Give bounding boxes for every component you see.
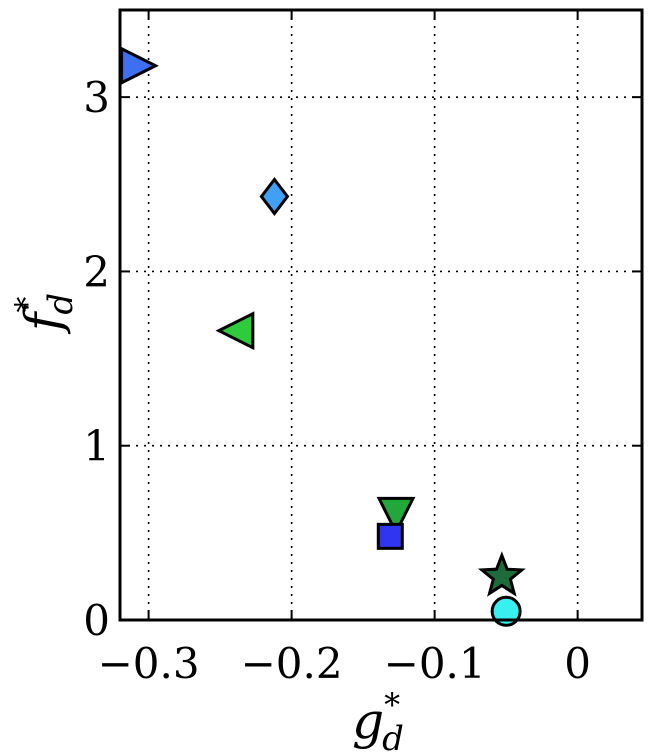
data-point-star <box>477 551 526 597</box>
y-tick-labels: 0 1 2 3 <box>83 73 110 645</box>
x-axis-label-base: g <box>352 692 384 750</box>
x-tick-label: −0.2 <box>241 639 343 688</box>
data-point-triangle-left <box>215 311 255 351</box>
data-point-triangle-down <box>376 496 416 536</box>
data-point-triangle-right <box>120 46 159 86</box>
y-tick-label: 2 <box>83 247 110 296</box>
y-tick-label: 0 <box>83 596 110 645</box>
tick-marks <box>120 10 642 621</box>
x-tick-label: −0.1 <box>384 639 486 688</box>
x-tick-label: −0.3 <box>98 639 200 688</box>
y-axis-label-sup: * <box>8 297 46 313</box>
data-point-diamond <box>259 177 290 216</box>
x-axis-label: g* d <box>352 686 404 753</box>
y-tick-label: 3 <box>83 73 110 122</box>
data-point-circle <box>490 595 522 627</box>
data-markers <box>120 46 526 627</box>
x-axis-label-sup: * <box>384 686 400 724</box>
y-tick-label: 1 <box>83 422 110 471</box>
x-axis-label-sub: d <box>382 719 404 753</box>
x-tick-labels: −0.3 −0.2 −0.1 0 <box>98 639 591 688</box>
data-point-square <box>376 522 404 550</box>
grid <box>120 10 642 620</box>
y-axis-label: f*d <box>8 293 81 335</box>
x-tick-label: 0 <box>564 639 591 688</box>
y-axis-label-sub: d <box>41 293 81 315</box>
plot-frame <box>118 8 644 622</box>
